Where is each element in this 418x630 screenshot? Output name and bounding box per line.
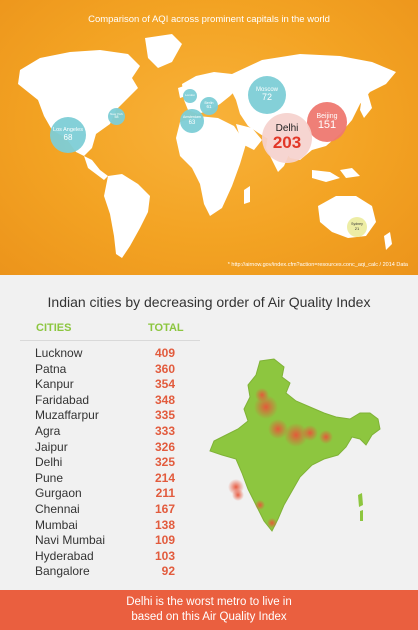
world-map-title: Comparison of AQI across prominent capit… bbox=[88, 14, 330, 25]
city-aqi: 325 bbox=[154, 455, 175, 470]
column-header-cities: CITIES bbox=[36, 322, 72, 334]
list-item: Faridabad 348 bbox=[35, 393, 175, 409]
bubble-beijing-city: Beijing bbox=[316, 112, 338, 120]
city-aqi: 360 bbox=[154, 361, 175, 376]
city-aqi-list: Lucknow 409 Patna 360 Kanpur 354 Faridabad 3… bbox=[35, 346, 175, 580]
city-name: Chennai bbox=[35, 501, 80, 516]
city-name: Bangalore bbox=[35, 564, 90, 579]
column-header-total: TOTAL bbox=[148, 322, 184, 334]
city-name: Navi Mumbai bbox=[35, 533, 106, 548]
list-item: Gurgaon 211 bbox=[35, 486, 175, 502]
city-aqi: 335 bbox=[154, 408, 175, 423]
bubble-beijing-value: 151 bbox=[317, 118, 337, 131]
city-aqi: 92 bbox=[161, 564, 175, 579]
data-source-note: * http://airnow.gov/index.cfm?action=res… bbox=[227, 262, 408, 268]
bubble-amsterdam: Amsterdam 63 bbox=[180, 109, 204, 133]
bubble-london: London bbox=[183, 89, 197, 103]
city-name: Mumbai bbox=[35, 517, 78, 532]
city-aqi: 109 bbox=[154, 533, 175, 548]
list-item: Muzaffarpur 335 bbox=[35, 408, 175, 424]
bubble-moscow-value: 72 bbox=[261, 92, 272, 103]
bubble-sydney-value: 21 bbox=[354, 225, 360, 231]
bubble-delhi: Delhi 203 bbox=[262, 113, 312, 163]
bubble-los-angeles-city: Los Angeles bbox=[53, 126, 83, 133]
bubble-berlin: Berlin 61 bbox=[200, 97, 218, 115]
city-aqi: 348 bbox=[154, 392, 175, 407]
list-item: Pune 214 bbox=[35, 471, 175, 487]
list-item: Lucknow 409 bbox=[35, 346, 175, 362]
bubble-berlin-city: Berlin bbox=[204, 100, 214, 105]
list-item: Jaipur 326 bbox=[35, 440, 175, 456]
city-name: Agra bbox=[35, 423, 61, 438]
city-name: Pune bbox=[35, 470, 64, 485]
india-map bbox=[209, 358, 381, 532]
bubble-london-city: London bbox=[184, 93, 195, 98]
world-map-panel: Comparison of AQI across prominent capit… bbox=[0, 0, 418, 275]
list-item: Agra 333 bbox=[35, 424, 175, 440]
footer-line-1: Delhi is the worst metro to live in bbox=[126, 596, 292, 608]
city-aqi: 326 bbox=[154, 439, 175, 454]
city-name: Delhi bbox=[35, 455, 63, 470]
bubble-berlin-value: 61 bbox=[206, 104, 212, 110]
city-name: Patna bbox=[35, 361, 67, 376]
bubble-moscow: Moscow 72 bbox=[248, 76, 286, 114]
bubble-delhi-value: 203 bbox=[272, 133, 302, 153]
footer-line-2: based on this Air Quality Index bbox=[131, 611, 287, 623]
bubble-new-york-city: New York bbox=[110, 112, 123, 117]
city-aqi: 214 bbox=[154, 470, 175, 485]
list-item: Navi Mumbai 109 bbox=[35, 533, 175, 549]
list-item: Kanpur 354 bbox=[35, 377, 175, 393]
header-divider bbox=[20, 340, 200, 341]
city-aqi: 211 bbox=[155, 486, 175, 501]
city-aqi: 333 bbox=[154, 423, 175, 438]
list-item: Mumbai 138 bbox=[35, 518, 175, 534]
list-item: Delhi 325 bbox=[35, 455, 175, 471]
city-aqi: 409 bbox=[154, 346, 175, 360]
bubble-delhi-city: Delhi bbox=[275, 122, 299, 134]
city-aqi: 103 bbox=[154, 548, 175, 563]
bubble-new-york: New York 58 bbox=[108, 108, 125, 125]
city-aqi: 138 bbox=[154, 517, 175, 532]
city-aqi: 354 bbox=[154, 377, 175, 392]
list-item: Bangalore 92 bbox=[35, 564, 175, 580]
city-name: Muzaffarpur bbox=[35, 408, 99, 423]
list-item: Chennai 167 bbox=[35, 502, 175, 518]
footer-banner: Delhi is the worst metro to live in base… bbox=[0, 590, 418, 630]
city-name: Kanpur bbox=[35, 377, 74, 392]
bubble-moscow-city: Moscow bbox=[255, 87, 278, 94]
bubble-amsterdam-value: 63 bbox=[188, 119, 196, 126]
city-name: Gurgaon bbox=[35, 486, 82, 501]
city-name: Lucknow bbox=[35, 346, 83, 360]
bubble-los-angeles: Los Angeles 68 bbox=[50, 117, 86, 153]
bubble-new-york-value: 58 bbox=[114, 115, 119, 120]
bubble-sydney: Sydney 21 bbox=[347, 217, 367, 237]
city-aqi: 167 bbox=[154, 501, 175, 516]
city-name: Faridabad bbox=[35, 392, 90, 407]
city-name: Jaipur bbox=[35, 439, 68, 454]
bubble-amsterdam-city: Amsterdam bbox=[183, 115, 201, 120]
bubble-beijing: Beijing 151 bbox=[307, 102, 347, 142]
india-heading: Indian cities by decreasing order of Air… bbox=[47, 294, 371, 310]
list-item: Patna 360 bbox=[35, 362, 175, 378]
bubble-los-angeles-value: 68 bbox=[63, 132, 73, 142]
city-name: Hyderabad bbox=[35, 548, 94, 563]
list-item: Hyderabad 103 bbox=[35, 549, 175, 565]
bubble-sydney-city: Sydney bbox=[351, 222, 363, 227]
